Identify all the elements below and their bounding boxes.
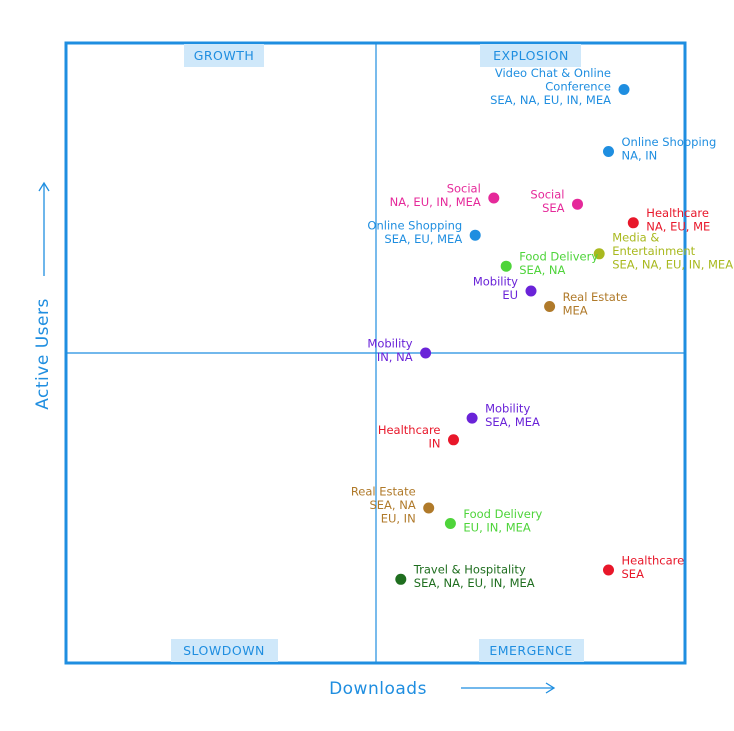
data-point	[466, 412, 478, 424]
data-point	[525, 285, 537, 297]
data-point	[618, 84, 630, 95]
data-label: Real Estate	[563, 290, 628, 304]
x-axis-arrow	[461, 682, 556, 694]
data-label: Social	[447, 181, 481, 195]
data-label: Mobility	[473, 274, 518, 288]
data-point	[420, 347, 432, 359]
data-label: Travel & Hospitality	[413, 563, 526, 577]
data-label: SEA, NA, EU, IN, MEA	[414, 576, 535, 590]
data-label: Mobility	[367, 336, 412, 350]
data-label: EU	[502, 288, 518, 302]
data-label: Healthcare	[646, 206, 709, 220]
data-label: Social	[530, 187, 564, 201]
quadrant-label-explosion: EXPLOSION	[493, 48, 569, 63]
data-point	[444, 518, 456, 529]
data-label: NA, EU, IN, MEA	[390, 195, 481, 209]
data-label: IN	[429, 437, 441, 451]
data-label: SEA, MEA	[485, 415, 540, 429]
data-label: Online Shopping	[367, 218, 462, 232]
data-label: SEA, NA, EU, IN, MEA	[612, 257, 733, 271]
data-label: SEA, NA	[369, 498, 415, 512]
data-point	[469, 229, 481, 241]
data-label: Food Delivery	[519, 249, 598, 263]
x-axis-label: Downloads	[329, 679, 427, 699]
y-axis-arrow	[38, 181, 50, 276]
data-label: MEA	[563, 303, 588, 317]
data-label: SEA	[542, 201, 565, 215]
data-label: Real Estate	[351, 485, 416, 499]
data-label: Healthcare	[622, 553, 685, 567]
data-label: EU, IN, MEA	[463, 520, 530, 534]
data-point	[500, 260, 512, 272]
data-label: Mobility	[485, 401, 530, 415]
quadrant-label-slowdown: SLOWDOWN	[183, 643, 265, 658]
data-label: SEA, NA, EU, IN, MEA	[490, 93, 611, 107]
data-label: SEA	[622, 567, 645, 581]
data-label: Media &	[612, 230, 659, 244]
data-label: SEA, NA	[519, 263, 565, 277]
data-label: Healthcare	[378, 423, 441, 437]
data-point	[572, 198, 583, 210]
y-axis-label: Active Users	[33, 298, 53, 410]
data-label: Video Chat & Online	[495, 66, 611, 80]
data-point	[448, 434, 459, 446]
data-label: NA, EU, ME	[646, 220, 710, 234]
data-point	[603, 146, 614, 157]
data-label: NA, IN	[622, 148, 658, 162]
data-point	[544, 301, 556, 312]
data-label: EU, IN	[381, 512, 416, 526]
data-point	[395, 573, 407, 585]
data-point	[423, 502, 435, 514]
data-point	[627, 217, 639, 229]
data-point	[603, 564, 614, 576]
data-point	[488, 192, 500, 204]
data-label: Online Shopping	[622, 135, 717, 149]
data-label: Entertainment	[612, 244, 695, 258]
quadrant-label-growth: GROWTH	[194, 48, 255, 63]
data-label: Food Delivery	[463, 507, 542, 521]
quadrant-label-emergence: EMERGENCE	[489, 643, 572, 658]
data-label: SEA, EU, MEA	[384, 232, 462, 246]
data-label: Conference	[545, 80, 611, 94]
data-point	[593, 248, 605, 260]
data-label: IN, NA	[377, 350, 413, 364]
